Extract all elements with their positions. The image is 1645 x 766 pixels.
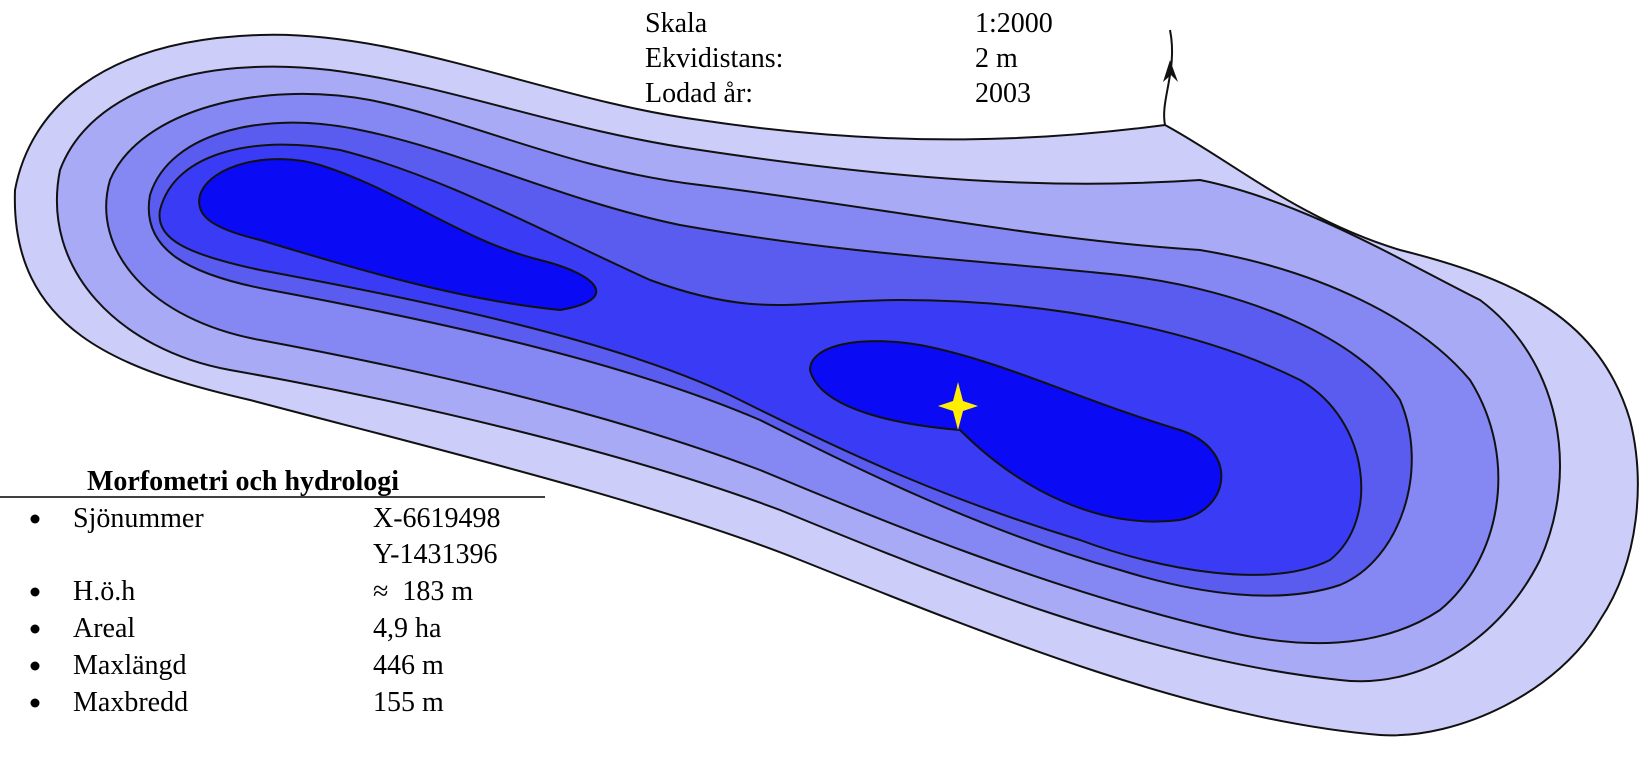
item-label: Maxlängd	[73, 650, 187, 681]
item-label: Sjönummer	[73, 503, 204, 534]
bullet	[30, 661, 40, 671]
info-value: 2 m	[975, 43, 1018, 74]
item-label: H.ö.h	[73, 576, 135, 607]
info-label: Lodad år:	[645, 78, 753, 109]
deepest-point	[938, 382, 978, 430]
inlet-stream	[1163, 29, 1174, 126]
section-title: Morfometri och hydrologi	[87, 466, 399, 497]
item-value: Y-1431396	[373, 539, 497, 570]
item-label: Maxbredd	[73, 687, 188, 718]
item-value: X-6619498	[373, 503, 501, 534]
depth-contours	[13, 33, 1639, 737]
item-label: Areal	[73, 613, 135, 644]
item-value: 155 m	[373, 687, 444, 718]
info-value: 2003	[975, 78, 1031, 109]
info-label: Ekvidistans:	[645, 43, 783, 74]
flow-arrow	[1163, 60, 1178, 82]
info-value: 1:2000	[975, 8, 1053, 39]
item-value: ≈ 183 m	[373, 576, 473, 607]
contour-10m-west	[198, 158, 598, 312]
bullet	[30, 624, 40, 634]
item-value: 4,9 ha	[373, 613, 442, 644]
info-label: Skala	[645, 8, 708, 39]
bullet	[30, 514, 40, 524]
item-value: 446 m	[373, 650, 444, 681]
bullet	[30, 698, 40, 708]
contour-10m-east	[808, 340, 1223, 523]
bullet	[30, 587, 40, 597]
